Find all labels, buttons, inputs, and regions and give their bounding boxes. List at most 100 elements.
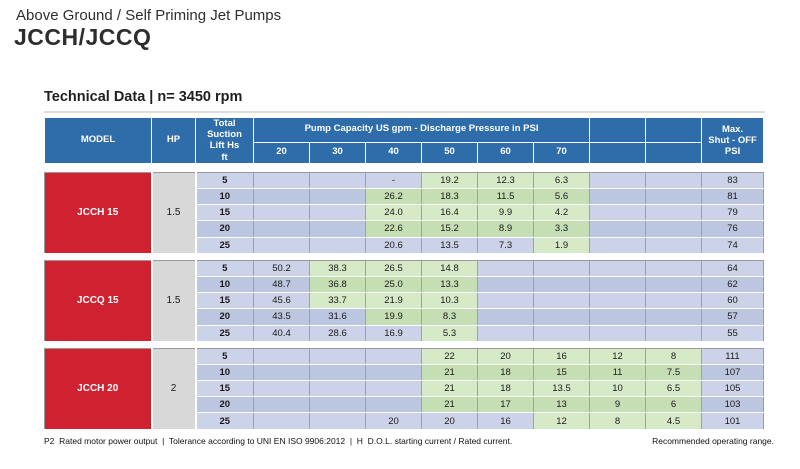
capacity-cell: 10.3 bbox=[421, 292, 478, 310]
capacity-cell bbox=[365, 396, 422, 414]
capacity-cell: 8 bbox=[645, 348, 702, 365]
capacity-cell bbox=[645, 237, 702, 254]
capacity-cell bbox=[589, 237, 646, 254]
hp-cell: 2 bbox=[151, 348, 197, 430]
page-title: JCCH/JCCQ bbox=[14, 24, 152, 50]
capacity-cell: 15.2 bbox=[421, 220, 478, 238]
capacity-cell bbox=[253, 220, 310, 238]
capacity-cell: 19.2 bbox=[421, 172, 478, 190]
capacity-cell: 20 bbox=[365, 412, 422, 430]
capacity-cell bbox=[589, 292, 646, 310]
suction-lift-cell: 20 bbox=[195, 396, 254, 414]
capacity-cell bbox=[309, 412, 366, 430]
capacity-cell bbox=[645, 204, 702, 222]
capacity-cell bbox=[309, 364, 366, 382]
suction-lift-cell: 5 bbox=[195, 260, 254, 277]
capacity-cell bbox=[589, 220, 646, 238]
row-lift-20: 20 22.6 15.2 8.9 3.3 76 bbox=[45, 220, 764, 238]
row-lift-15: 15 45.6 33.7 21.9 10.3 60 bbox=[45, 292, 764, 310]
capacity-cell bbox=[589, 204, 646, 222]
capacity-cell: 9.9 bbox=[477, 204, 534, 222]
capacity-cell: 21 bbox=[421, 380, 478, 398]
capacity-cell: 14.8 bbox=[421, 260, 478, 277]
capacity-cell: 13 bbox=[533, 396, 590, 414]
row-lift-15: 15 24.0 16.4 9.9 4.2 79 bbox=[45, 204, 764, 222]
capacity-cell: 7.5 bbox=[645, 364, 702, 382]
capacity-cell: 18 bbox=[477, 364, 534, 382]
capacity-cell: 45.6 bbox=[253, 292, 310, 310]
column-header-hp: HP bbox=[151, 117, 196, 164]
capacity-cell bbox=[253, 380, 310, 398]
capacity-cell: 12 bbox=[533, 412, 590, 430]
capacity-cell bbox=[253, 237, 310, 254]
max-shutoff-cell: 81 bbox=[701, 188, 764, 206]
capacity-cell: 11.5 bbox=[477, 188, 534, 206]
capacity-cell: 5.6 bbox=[533, 188, 590, 206]
suction-lift-cell: 25 bbox=[195, 237, 254, 254]
capacity-cell bbox=[253, 412, 310, 430]
capacity-cell: 4.2 bbox=[533, 204, 590, 222]
column-header-max-shutoff: Max. Shut - OFF PSI bbox=[701, 117, 765, 164]
capacity-cell: 1.9 bbox=[533, 237, 590, 254]
capacity-cell: 21.9 bbox=[365, 292, 422, 310]
row-lift-25: 25 20.6 13.5 7.3 1.9 74 bbox=[45, 237, 764, 254]
block-jcch-15: JCCH 15 1.5 5 -19.2 12.3 6.3 83 10 26.2 18.3 11.5 5… bbox=[44, 171, 764, 254]
capacity-cell bbox=[645, 276, 702, 294]
row-lift-20: 20 21 17 13 9 6 103 bbox=[45, 396, 764, 414]
block-jccq-15: JCCQ 15 1.5 5 50.2 38.3 26.5 14.8 64 10 48.7 36.8 2… bbox=[44, 259, 764, 342]
row-lift-25: 25 40.4 28.6 16.9 5.3 55 bbox=[45, 325, 764, 342]
footnote-recommended-range: Recommended operating range. bbox=[652, 435, 774, 446]
capacity-cell: 22.6 bbox=[365, 220, 422, 238]
capacity-cell: 36.8 bbox=[309, 276, 366, 294]
row-lift-25: 25 20 20 16 12 8 4.5 101 bbox=[45, 412, 764, 430]
suction-lift-cell: 5 bbox=[195, 172, 254, 190]
capacity-cell bbox=[309, 348, 366, 365]
capacity-cell: 8.3 bbox=[421, 308, 478, 326]
capacity-cell bbox=[253, 188, 310, 206]
capacity-cell: 16 bbox=[477, 412, 534, 430]
capacity-cell: 13.3 bbox=[421, 276, 478, 294]
capacity-cell: 4.5 bbox=[645, 412, 702, 430]
capacity-cell: 38.3 bbox=[309, 260, 366, 277]
capacity-cell bbox=[645, 220, 702, 238]
capacity-cell: 8 bbox=[589, 412, 646, 430]
suction-lift-cell: 10 bbox=[195, 276, 254, 294]
capacity-cell: 12.3 bbox=[477, 172, 534, 190]
column-header-extra-1 bbox=[589, 117, 647, 143]
suction-lift-cell: 25 bbox=[195, 325, 254, 342]
capacity-cell bbox=[477, 308, 534, 326]
suction-lift-cell: 15 bbox=[195, 380, 254, 398]
capacity-cell bbox=[589, 172, 646, 190]
max-shutoff-cell: 103 bbox=[701, 396, 764, 414]
capacity-cell: 12 bbox=[589, 348, 646, 365]
capacity-cell bbox=[589, 276, 646, 294]
capacity-cell: 40.4 bbox=[253, 325, 310, 342]
capacity-cell bbox=[477, 292, 534, 310]
capacity-cell: 31.6 bbox=[309, 308, 366, 326]
capacity-cell bbox=[365, 364, 422, 382]
capacity-cell: 16.4 bbox=[421, 204, 478, 222]
capacity-cell bbox=[309, 237, 366, 254]
capacity-cell bbox=[365, 380, 422, 398]
max-shutoff-cell: 74 bbox=[701, 237, 764, 254]
pressure-header-40: 40 bbox=[365, 141, 422, 164]
max-shutoff-cell: 107 bbox=[701, 364, 764, 382]
capacity-cell bbox=[309, 204, 366, 222]
capacity-cell: 26.5 bbox=[365, 260, 422, 277]
capacity-cell: 6.3 bbox=[533, 172, 590, 190]
row-lift-5: JCCH 20 2 5 22 20 16 12 8 111 bbox=[44, 348, 764, 430]
technical-data-table: MODEL HP Total Suction Lift Hs ft Pump C… bbox=[44, 117, 774, 446]
capacity-cell bbox=[365, 348, 422, 365]
capacity-cell bbox=[589, 260, 646, 277]
capacity-cell bbox=[645, 292, 702, 310]
pressure-header-70: 70 bbox=[532, 141, 591, 164]
capacity-cell: 33.7 bbox=[309, 292, 366, 310]
suction-lift-cell: 15 bbox=[195, 204, 254, 222]
capacity-cell bbox=[309, 188, 366, 206]
capacity-cell: 20 bbox=[421, 412, 478, 430]
capacity-cell: 7.3 bbox=[477, 237, 534, 254]
suction-lift-cell: 20 bbox=[195, 220, 254, 238]
pressure-header-30: 30 bbox=[309, 141, 366, 164]
capacity-cell: 50.2 bbox=[253, 260, 310, 277]
max-shutoff-cell: 101 bbox=[701, 412, 764, 430]
